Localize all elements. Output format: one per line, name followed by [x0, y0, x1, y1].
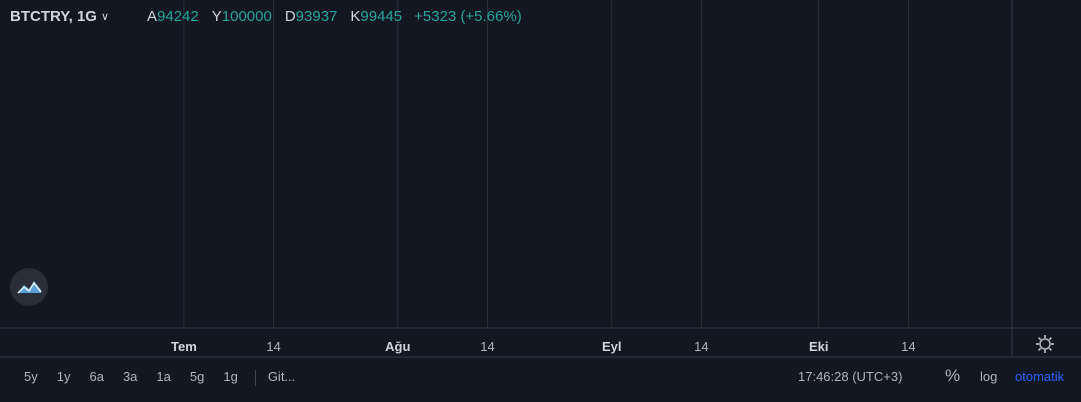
auto-scale-toggle[interactable]: otomatik	[1015, 369, 1065, 384]
gear-icon[interactable]	[1035, 334, 1055, 354]
range-5y[interactable]: 5y	[24, 369, 38, 384]
chart-legend: BTCTRY, 1G ∨ A 94242 Y 100000 D 93937 K 9944…	[0, 0, 522, 33]
open-value: 94242	[157, 8, 199, 25]
clock-readout[interactable]: 17:46:28 (UTC+3)	[798, 369, 903, 384]
close-label: K	[350, 8, 361, 25]
chevron-down-icon[interactable]: ∨	[100, 11, 110, 23]
tradingview-logo[interactable]	[10, 268, 48, 306]
open-label: A	[147, 8, 158, 25]
time-axis-label: 14	[266, 339, 280, 354]
log-scale-toggle[interactable]: log	[980, 369, 998, 384]
symbol-interval-label[interactable]: BTCTRY, 1G	[10, 8, 97, 25]
percent-scale-toggle[interactable]: %	[945, 366, 961, 385]
high-label: Y	[211, 8, 222, 25]
time-axis-label: Eyl	[602, 339, 622, 354]
price-change: +5323 (+5.66%)	[414, 8, 522, 25]
time-axis-label: 14	[694, 339, 708, 354]
goto-date-button[interactable]: Git...	[267, 369, 296, 384]
range-1g[interactable]: 1g	[223, 369, 238, 384]
range-1a[interactable]: 1a	[156, 369, 171, 384]
bottom-toolbar: 5y 1y 6a 3a 1a 5g 1g Git... 17:46:28 (UT…	[0, 357, 1081, 402]
range-3a[interactable]: 3a	[122, 369, 138, 384]
range-6a[interactable]: 6a	[89, 369, 104, 384]
range-selector: 5y 1y 6a 3a 1a 5g 1g Git...	[24, 369, 314, 386]
ohlc-values: A 94242 Y 100000 D 93937 K 99445	[147, 8, 402, 25]
time-axis-label: Tem	[171, 339, 197, 354]
low-label: D	[284, 8, 296, 25]
high-value: 100000	[221, 8, 272, 25]
time-axis-label: 14	[480, 339, 494, 354]
time-axis-label: Ağu	[385, 339, 410, 354]
close-value: 99445	[360, 8, 403, 25]
time-axis-label: 14	[901, 339, 915, 354]
low-value: 93937	[295, 8, 338, 25]
time-axis-label: Eki	[809, 339, 829, 354]
toolbar-divider	[254, 370, 256, 386]
range-1y[interactable]: 1y	[56, 369, 71, 384]
range-5g[interactable]: 5g	[189, 369, 205, 384]
